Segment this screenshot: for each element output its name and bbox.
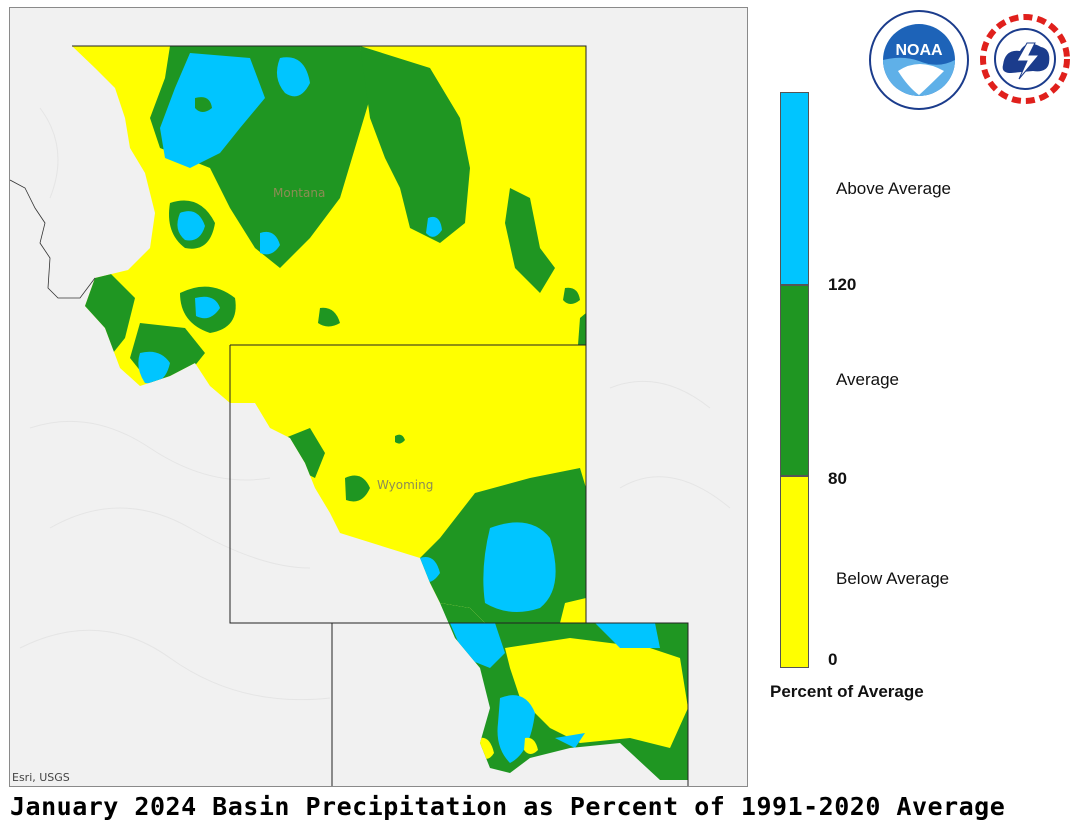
legend-swatch-above-average [780, 92, 809, 285]
map-attribution: Esri, USGS [12, 771, 70, 784]
legend-label-average: Average [836, 370, 900, 389]
state-boundaries [10, 45, 689, 786]
legend-title: Percent of Average [770, 682, 924, 701]
hillshade-texture [19, 107, 731, 701]
legend: Above Average Average Below Average 120 … [770, 92, 1010, 712]
legend-swatch-average [780, 285, 809, 476]
legend-swatch-below-average [780, 476, 809, 668]
precipitation-map [10, 8, 747, 786]
legend-label-above-average: Above Average [836, 179, 951, 198]
noaa-seal-icon: NOAA [869, 10, 969, 110]
map-panel[interactable]: Montana Wyoming Esri, USGS [9, 7, 748, 787]
page-title: January 2024 Basin Precipitation as Perc… [10, 792, 1006, 821]
state-label-wyoming: Wyoming [377, 478, 434, 492]
montana-precip-region [72, 46, 586, 403]
noaa-logo: NOAA [868, 9, 970, 111]
legend-label-below-average: Below Average [836, 569, 950, 588]
state-label-montana: Montana [273, 186, 326, 200]
nws-logo [975, 9, 1075, 109]
legend-tick-0: 0 [828, 650, 838, 669]
nws-seal-icon [978, 12, 1072, 106]
legend-tick-80: 80 [828, 469, 847, 488]
legend-tick-120: 120 [828, 275, 857, 294]
noaa-text: NOAA [895, 42, 943, 59]
